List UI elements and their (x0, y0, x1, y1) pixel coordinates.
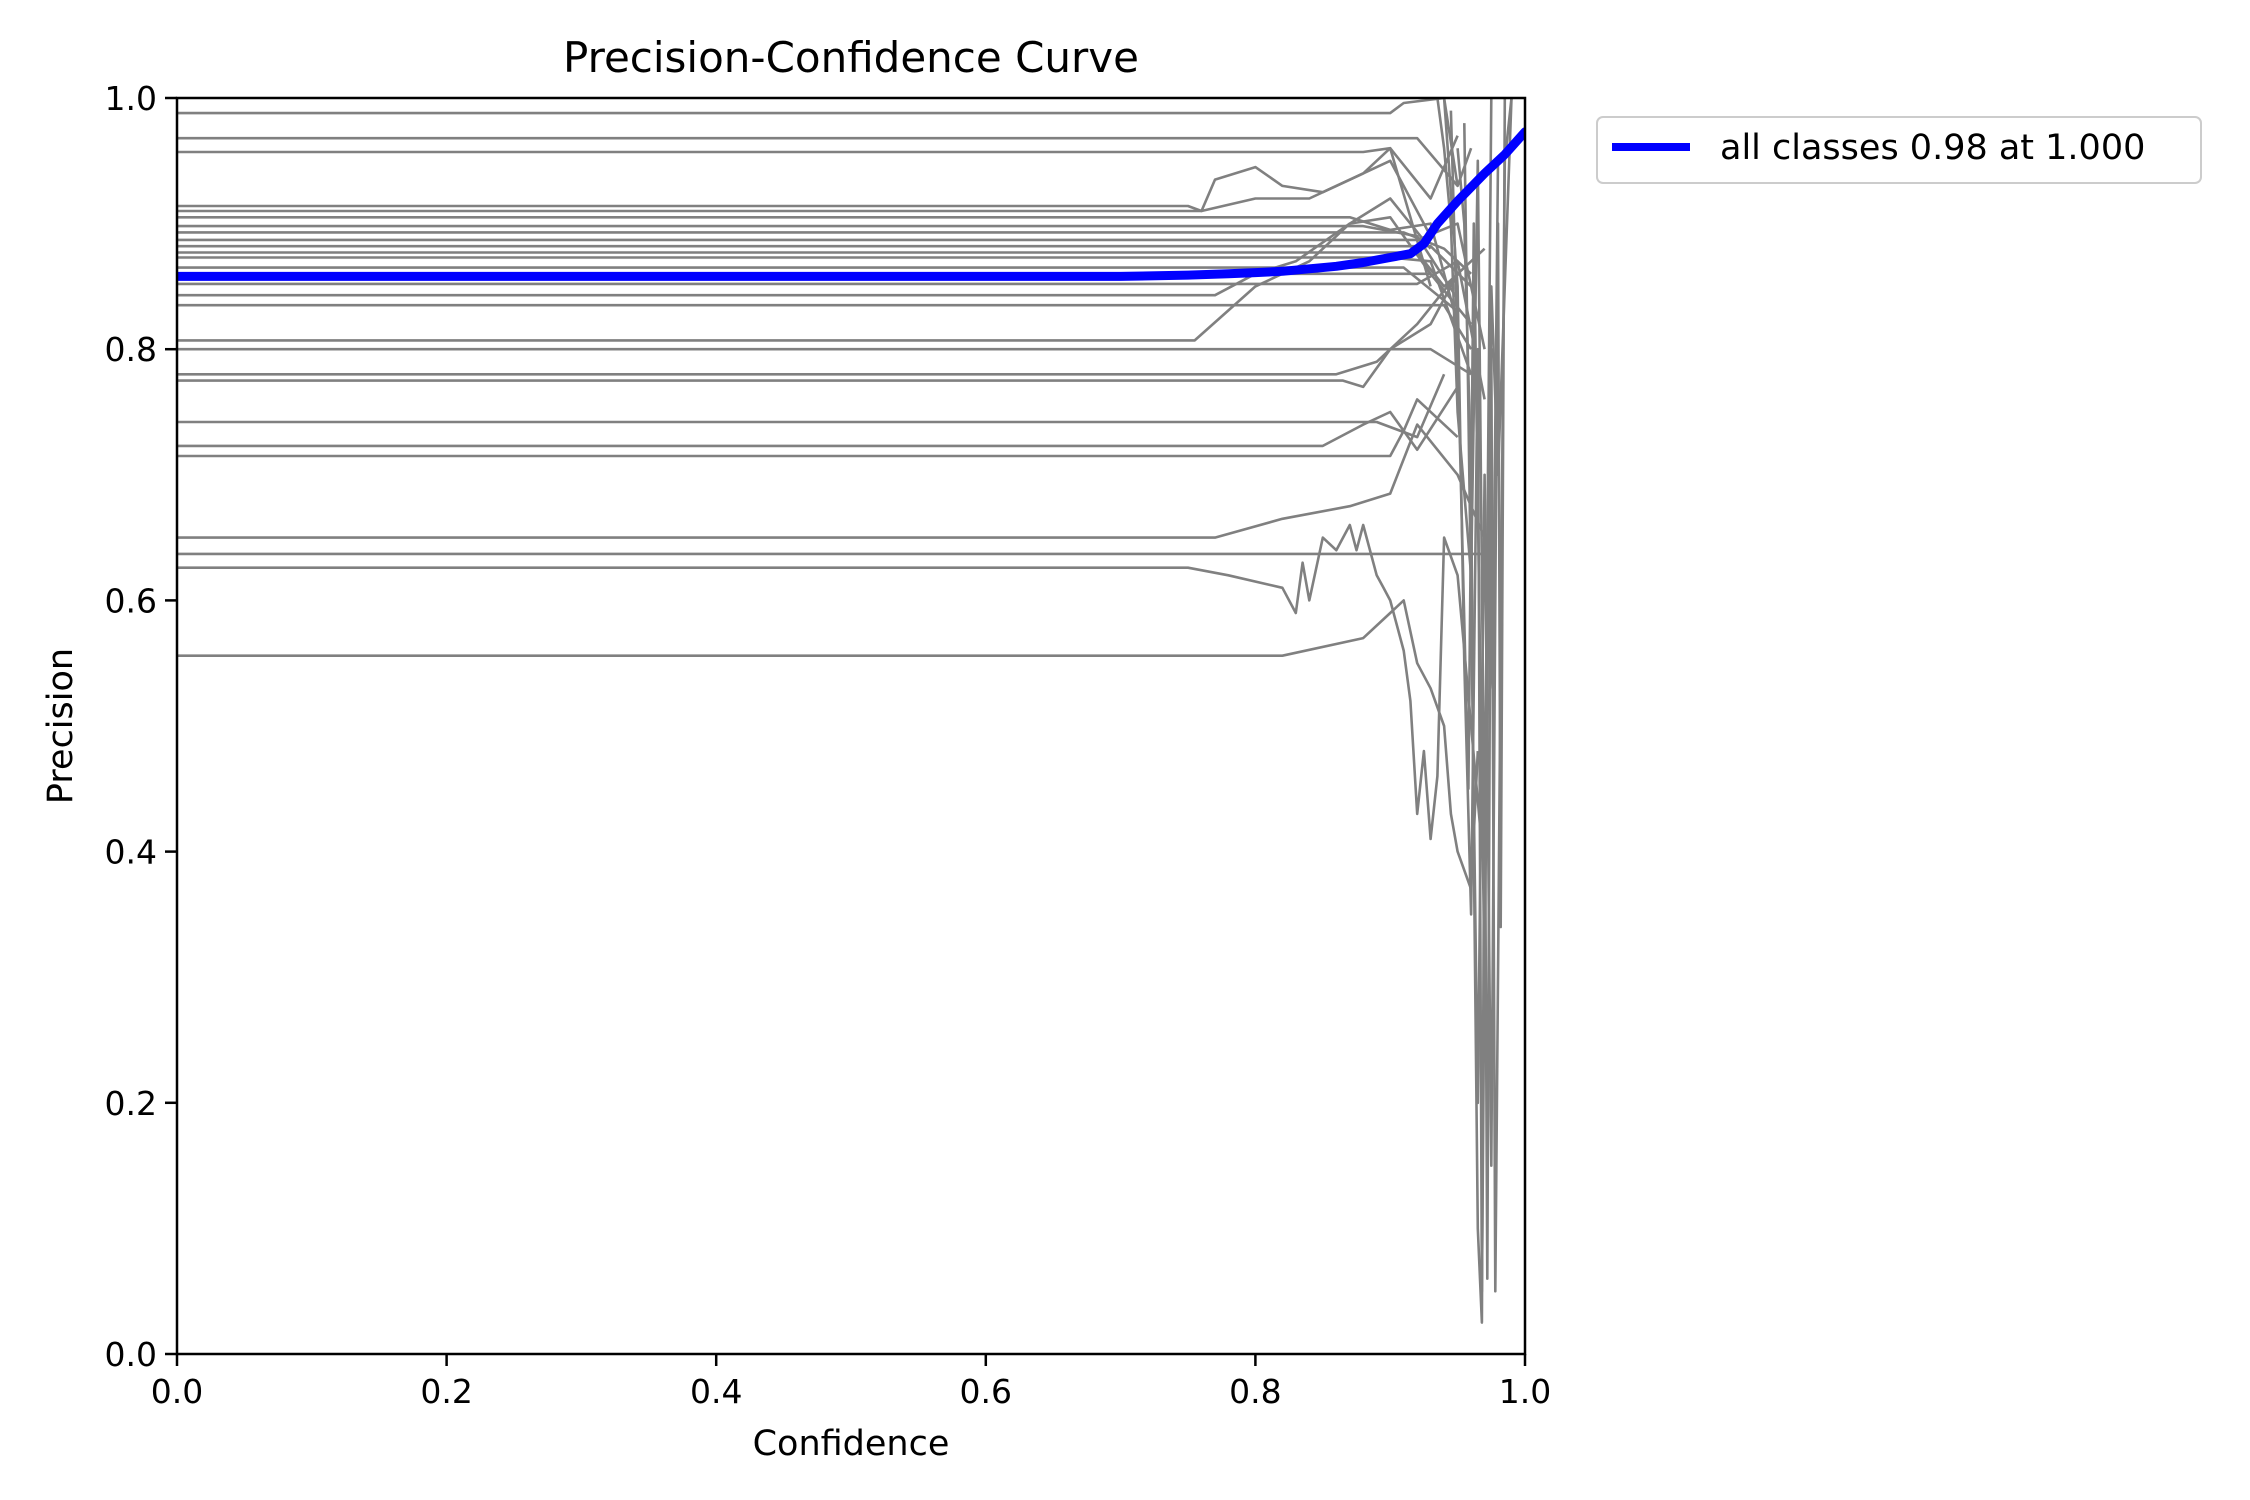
y-axis-label: Precision (41, 648, 81, 804)
plot-area (177, 98, 1525, 1324)
series-line-class-27 (177, 523, 1486, 877)
y-tick-label: 0.2 (105, 1084, 157, 1123)
series-line-all-classes (177, 127, 1525, 281)
x-tick-label: 0.2 (420, 1372, 472, 1411)
y-tick-label: 1.0 (105, 79, 157, 118)
x-tick-label: 0.4 (690, 1372, 742, 1411)
series-line-class-9 (177, 222, 1486, 350)
series-line-class-18 (177, 197, 1432, 342)
x-tick-label: 0.6 (960, 1372, 1012, 1411)
y-axis: 0.0 0.2 0.4 0.6 0.8 1.0 (105, 79, 177, 1374)
plot-frame (175, 96, 1527, 1356)
series-line-class-3 (177, 135, 1459, 200)
x-tick-label: 0.8 (1229, 1372, 1281, 1411)
y-tick-label: 0.4 (105, 833, 157, 872)
series-line-class-1 (177, 98, 1459, 187)
series-line-class-22 (177, 373, 1446, 439)
x-tick-label: 0.0 (151, 1372, 203, 1411)
x-axis: 0.0 0.2 0.4 0.6 0.8 1.0 (151, 1354, 1551, 1411)
series-line-class-15 (177, 259, 1486, 400)
series-line-class-33 (1436, 98, 1493, 853)
series-line-class-19 (177, 347, 1472, 376)
series-line-class-7 (177, 224, 1459, 300)
series-line-class-16 (177, 216, 1432, 297)
y-tick-label: 0.6 (105, 581, 157, 620)
series-line-class-24 (177, 398, 1459, 458)
x-axis-label: Confidence (753, 1424, 950, 1464)
y-tick-label: 0.8 (105, 330, 157, 369)
legend: all classes 0.98 at 1.000 (1596, 116, 2202, 184)
series-line-class-25 (177, 423, 1486, 539)
series-line-class-14 (177, 272, 1473, 325)
series-line-class-20 (177, 272, 1459, 376)
x-tick-label: 1.0 (1499, 1372, 1551, 1411)
series-line-class-4 (177, 159, 1432, 237)
series-line-class-23 (177, 386, 1459, 452)
chart-title: Precision-Confidence Curve (563, 33, 1139, 82)
series-line-class-5 (177, 146, 1432, 287)
series-line-class-28 (177, 599, 1480, 891)
series-line-class-21 (177, 273, 1459, 389)
series-line-class-2 (177, 136, 1473, 188)
legend-box (1596, 116, 2202, 184)
series-line-class-30 (1463, 98, 1507, 1167)
y-tick-label: 0.0 (105, 1335, 157, 1374)
legend-label-all-classes: all classes 0.98 at 1.000 (1720, 128, 2145, 168)
series-line-class-17 (177, 303, 1473, 350)
